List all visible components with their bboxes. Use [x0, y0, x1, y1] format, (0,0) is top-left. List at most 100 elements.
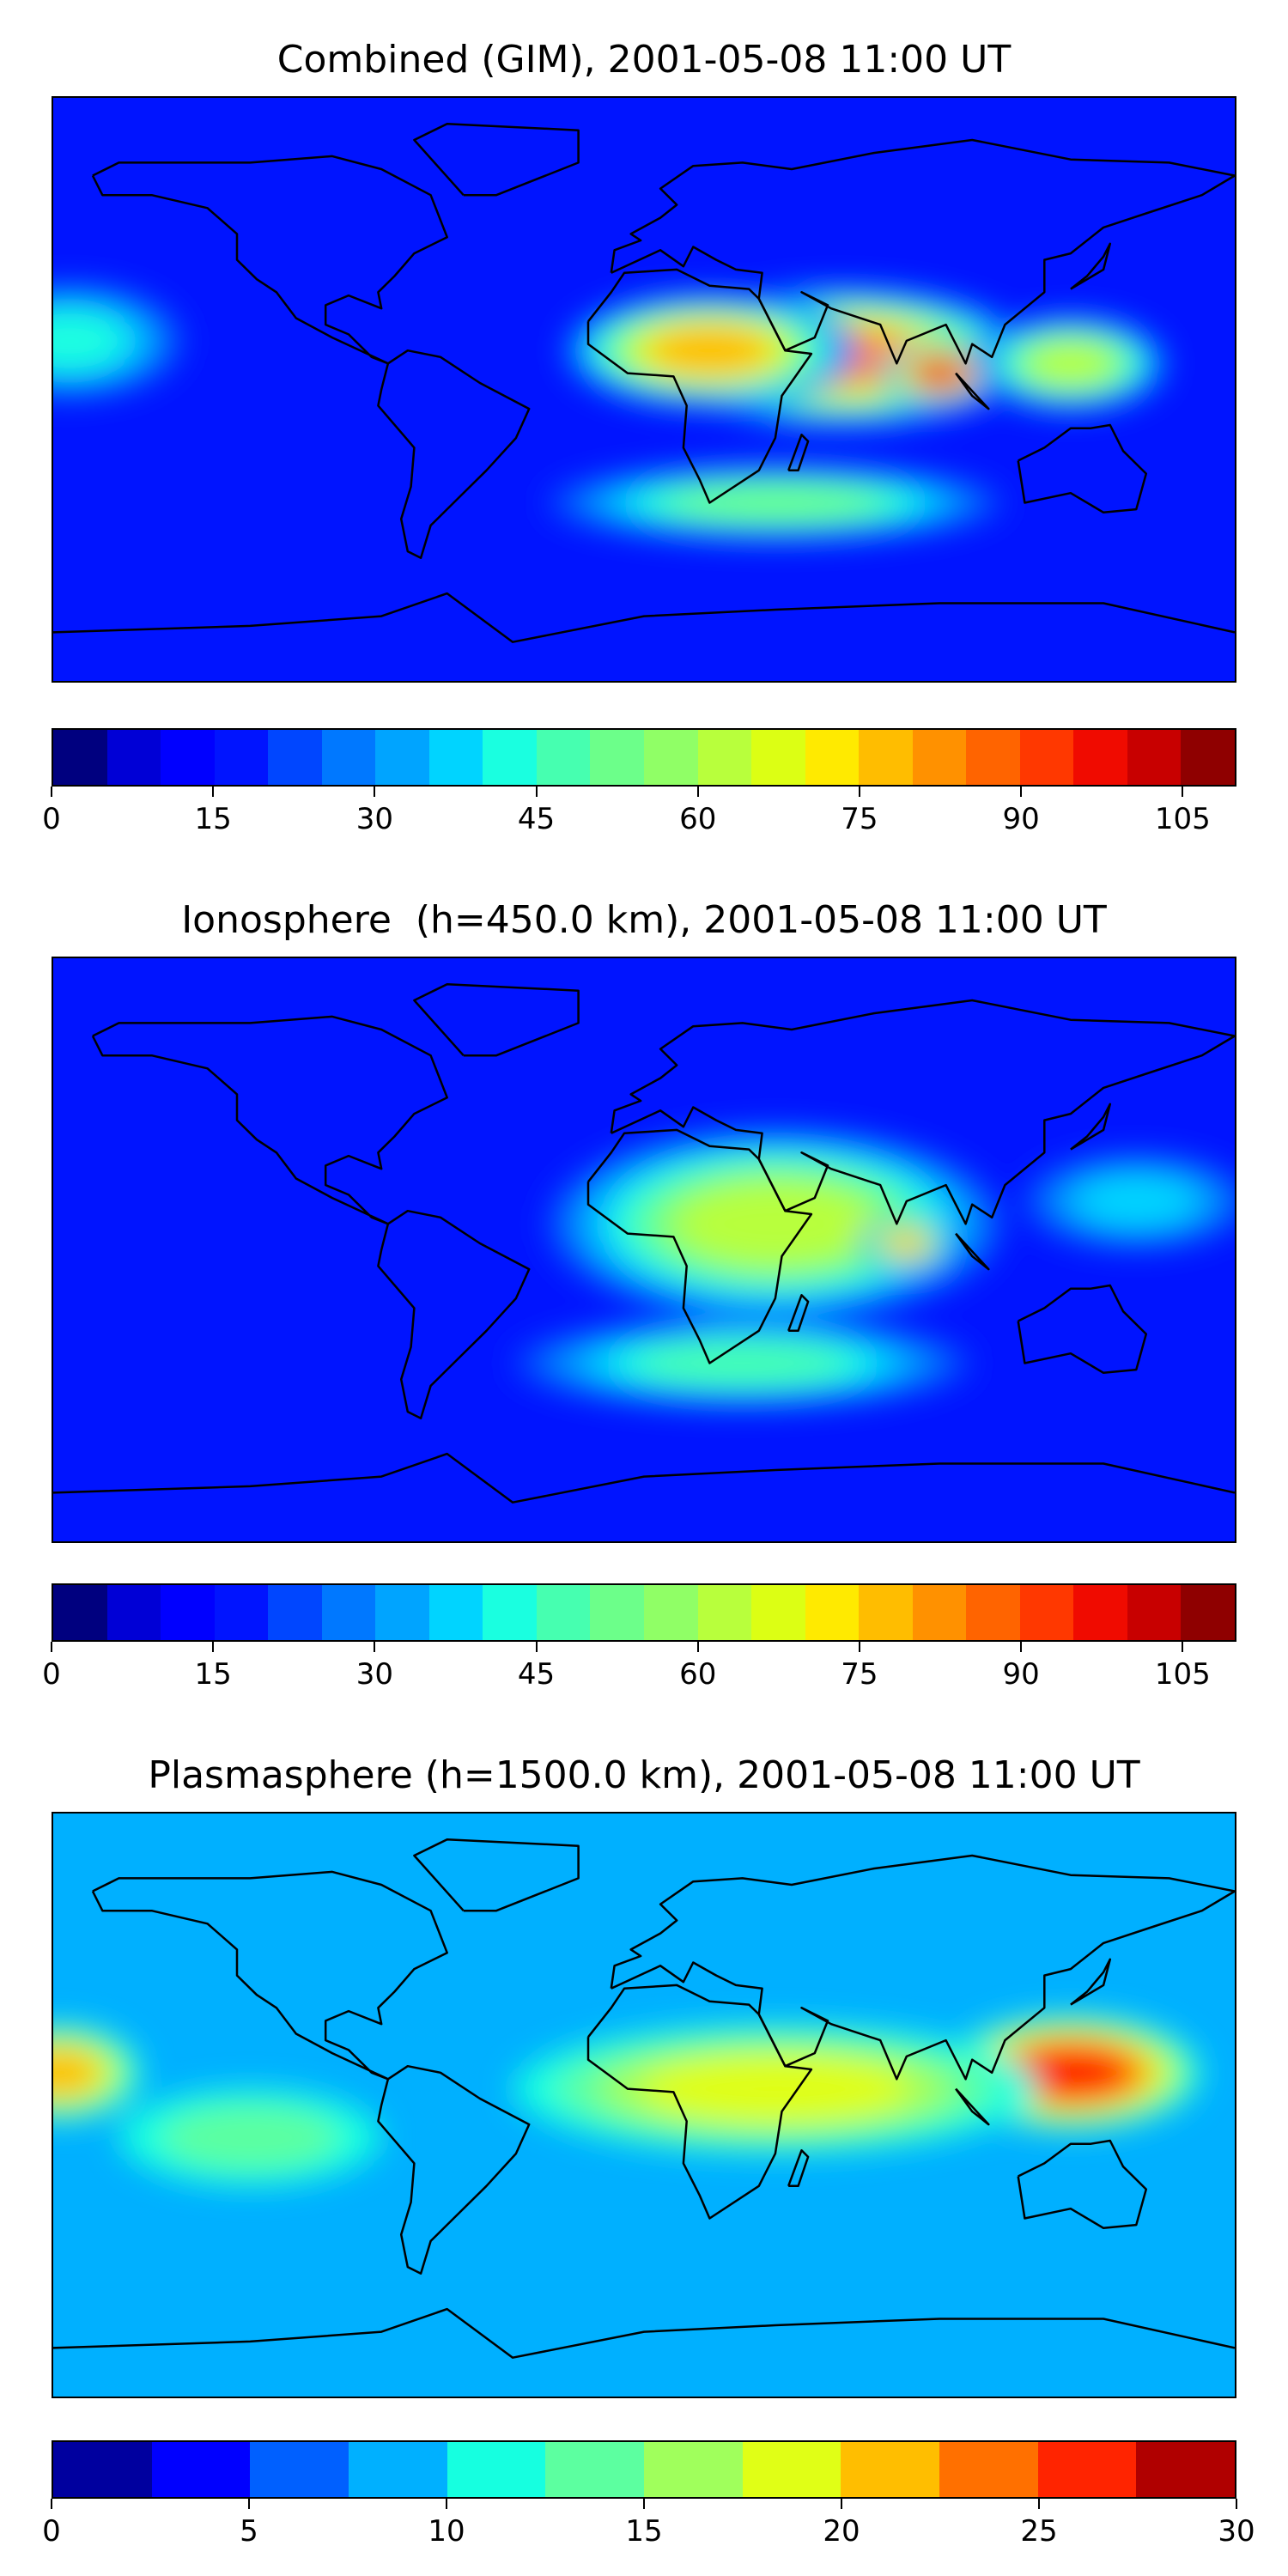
tick-label: 105: [1154, 1657, 1211, 1692]
colorbar-segment: [483, 1585, 537, 1640]
tick-label: 20: [823, 2514, 860, 2549]
colorbar-segment: [349, 2442, 447, 2497]
tick-mark: [696, 1642, 699, 1652]
panel-title-plasmasphere: Plasmasphere (h=1500.0 km), 2001-05-08 1…: [148, 1753, 1140, 1797]
contour-level: [637, 1342, 848, 1384]
tick-label: 60: [679, 802, 717, 836]
tick-label: 90: [1002, 1657, 1040, 1692]
colorbar-segment: [268, 730, 322, 785]
colorbar-segment: [161, 730, 215, 785]
colorbar-ionosphere: [52, 1583, 1236, 1642]
colorbar-segment: [375, 1585, 429, 1640]
tick-mark: [248, 2499, 250, 2509]
colorbar-segment: [375, 730, 429, 785]
colorbar-segment: [644, 1585, 698, 1640]
coastline: [955, 2087, 990, 2126]
coastline: [787, 2149, 810, 2188]
colorbar-segment: [447, 2442, 546, 2497]
colorbar-ticks-plasmasphere: 0 5 10 15 20 25 30: [42, 2499, 1255, 2550]
contour-level: [1012, 2046, 1129, 2099]
colorbar-segment: [805, 730, 860, 785]
contour-level: [916, 360, 963, 386]
tick-label: 10: [428, 2514, 465, 2549]
tick-label: 30: [355, 1657, 393, 1692]
tick-mark: [1182, 787, 1184, 797]
colorbar-segment: [751, 730, 805, 785]
coastline: [377, 2064, 531, 2275]
colorbar-segment: [1127, 730, 1182, 785]
tick-mark: [535, 1642, 538, 1652]
contour-level: [53, 313, 125, 369]
coastline: [1017, 2139, 1148, 2230]
coastline: [586, 1984, 813, 2220]
tick-mark: [696, 787, 699, 797]
coastline: [53, 1452, 1235, 1504]
colorbar-segment: [1136, 2442, 1236, 2497]
colorbar-segment: [1181, 730, 1236, 785]
tick-label: 0: [42, 2514, 61, 2549]
colorbar-segment: [1073, 1585, 1127, 1640]
map-canvas: [53, 98, 1235, 681]
coastline: [377, 1209, 531, 1419]
tick-label: 105: [1154, 802, 1211, 836]
tick-mark: [841, 2499, 842, 2509]
colorbar-segment: [939, 2442, 1038, 2497]
coastline: [955, 1232, 990, 1271]
colorbar-segment: [536, 730, 591, 785]
coastline: [413, 122, 580, 197]
colorbar-segment: [545, 2442, 645, 2497]
tick-label: 0: [42, 1657, 61, 1692]
colorbar-segment: [428, 730, 483, 785]
tick-label: 75: [841, 1657, 878, 1692]
colorbar-ticks-combined: 0 15 30 45 60 75 90 105: [42, 787, 1236, 838]
colorbar-plasmasphere: [52, 2440, 1236, 2499]
coastline: [1070, 1103, 1112, 1151]
contour-level: [641, 2055, 910, 2123]
colorbar-segment: [644, 730, 698, 785]
colorbar-segment: [161, 1585, 215, 1640]
coastline: [1070, 242, 1112, 290]
colorbar-segment: [912, 1585, 967, 1640]
colorbar-segment: [859, 730, 913, 785]
colorbar-segment: [428, 1585, 483, 1640]
colorbar-segment: [214, 730, 269, 785]
coastline: [586, 268, 813, 504]
colorbar-segment: [912, 730, 967, 785]
colorbar-segment: [1073, 730, 1127, 785]
tick-mark: [535, 787, 538, 797]
contour-level: [161, 2105, 339, 2171]
colorbar-segment: [742, 2442, 841, 2497]
tick-mark: [212, 787, 215, 797]
tick-mark: [374, 787, 376, 797]
coastline: [413, 1838, 580, 1912]
tick-label: 5: [240, 2514, 258, 2549]
map-plasmasphere: [52, 1812, 1236, 2398]
colorbar-segment: [1181, 1585, 1236, 1640]
colorbar-segment: [53, 2442, 152, 2497]
colorbar-segment: [106, 1585, 161, 1640]
coastline: [377, 349, 531, 559]
coastline: [955, 372, 990, 410]
tick-mark: [446, 2499, 447, 2509]
tick-label: 45: [517, 1657, 556, 1692]
colorbar-combined: [52, 728, 1236, 787]
colorbar-segment: [751, 1585, 805, 1640]
tick-mark: [1038, 2499, 1040, 2509]
tick-label: 30: [1218, 2514, 1255, 2549]
tick-label: 25: [1020, 2514, 1058, 2549]
tick-mark: [212, 1642, 215, 1652]
contour-level: [649, 326, 769, 374]
colorbar-segment: [53, 1585, 107, 1640]
tick-mark: [374, 1642, 376, 1652]
colorbar-segment: [590, 730, 645, 785]
colorbar-segment: [859, 1585, 913, 1640]
tick-mark: [1020, 1642, 1023, 1652]
coastline: [787, 434, 810, 472]
coastline: [1017, 423, 1148, 514]
colorbar-segment: [644, 2442, 743, 2497]
contour-level: [677, 1182, 872, 1266]
contour-level: [53, 2049, 100, 2096]
colorbar-segment: [1019, 730, 1074, 785]
colorbar-segment: [590, 1585, 645, 1640]
contour-level: [1029, 343, 1113, 385]
